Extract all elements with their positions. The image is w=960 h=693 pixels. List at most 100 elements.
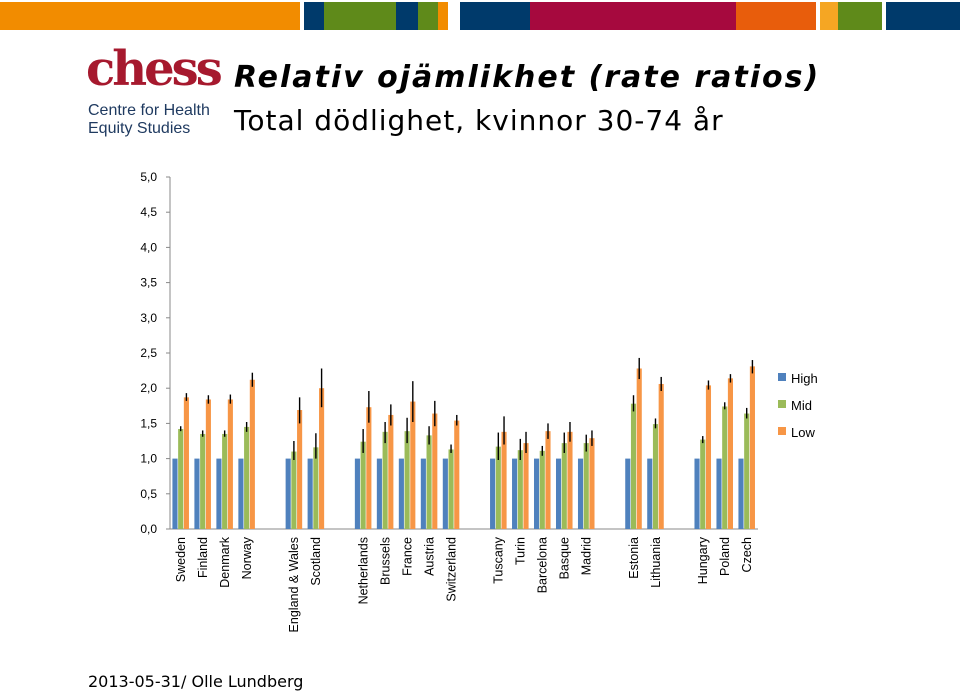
bar-high xyxy=(647,458,653,529)
bar-high xyxy=(738,458,744,529)
bar-high xyxy=(307,458,313,529)
logo-subtitle-line-1: Centre for Health xyxy=(88,102,210,119)
category-label: Lithuania xyxy=(649,537,663,588)
bar-mid xyxy=(448,449,454,529)
bar-low xyxy=(366,407,372,529)
y-tick-label: 3,5 xyxy=(140,276,157,290)
top-bar-segment xyxy=(396,2,418,30)
bar-mid xyxy=(382,431,388,529)
bar-mid xyxy=(744,413,750,529)
bar-high xyxy=(490,458,496,529)
footer: 2013-05-31/ Olle Lundberg xyxy=(88,672,303,691)
category-label: Barcelona xyxy=(536,537,550,593)
bar-high xyxy=(238,458,244,529)
category-label: Scotland xyxy=(309,537,323,586)
top-bar-segment xyxy=(438,2,448,30)
bar-high xyxy=(376,458,382,529)
category-label: England & Wales xyxy=(287,537,301,632)
bar-mid xyxy=(630,403,637,529)
bar-high xyxy=(172,458,178,529)
legend-label-high: High xyxy=(791,371,818,386)
bar-low xyxy=(297,410,303,529)
y-tick-label: 0,0 xyxy=(140,522,157,536)
legend-label-mid: Mid xyxy=(791,398,812,413)
bar-mid xyxy=(291,451,297,529)
footer-date: 2013-05-31 xyxy=(88,672,181,691)
bar-low xyxy=(567,431,573,529)
bar-mid xyxy=(652,424,659,529)
bar-low xyxy=(749,366,755,529)
bar-low xyxy=(388,414,394,529)
bar-mid xyxy=(583,443,589,529)
bar-low xyxy=(432,413,438,529)
bar-high xyxy=(442,458,448,529)
y-tick-label: 2,5 xyxy=(140,346,157,360)
category-label: Sweden xyxy=(174,537,188,582)
slide-title: Relativ ojämlikhet (rate ratios) xyxy=(234,60,821,95)
bar-mid xyxy=(539,450,545,529)
bar-mid xyxy=(722,406,728,529)
y-tick-label: 2,0 xyxy=(140,381,157,395)
top-bar-segment xyxy=(838,2,882,30)
bar-high xyxy=(354,458,360,529)
bar-mid xyxy=(244,426,250,529)
category-label: Finland xyxy=(196,537,210,578)
bar-mid xyxy=(426,435,432,529)
bar-high xyxy=(625,458,631,529)
bar-low xyxy=(183,397,189,529)
bar-low xyxy=(636,368,642,529)
top-bar-segment xyxy=(304,2,324,30)
bar-low xyxy=(727,378,734,529)
bar-low xyxy=(501,431,507,529)
y-tick-label: 0,5 xyxy=(140,487,157,501)
category-label: Switzerland xyxy=(444,537,458,602)
bar-mid xyxy=(517,450,523,529)
category-label: Denmark xyxy=(218,536,232,587)
top-bar-segment xyxy=(460,2,530,30)
bar-high xyxy=(216,458,222,529)
bar-low xyxy=(410,401,416,529)
legend-swatch-mid xyxy=(778,400,786,408)
bar-low xyxy=(589,438,595,529)
category-label: Estonia xyxy=(627,537,641,579)
bar-high xyxy=(694,458,700,529)
bar-mid xyxy=(495,446,501,529)
category-label: France xyxy=(400,537,414,576)
top-bar-segment xyxy=(736,2,816,30)
bar-low xyxy=(227,399,233,529)
bar-high xyxy=(512,458,518,529)
bar-low xyxy=(658,383,664,529)
y-tick-label: 3,0 xyxy=(140,311,157,325)
category-label: Basque xyxy=(558,537,572,579)
y-tick-label: 1,0 xyxy=(140,452,157,466)
bar-low xyxy=(249,379,255,529)
category-label: Brussels xyxy=(378,537,392,585)
category-label: Czech xyxy=(740,537,754,572)
top-color-bar xyxy=(0,0,960,32)
y-tick-label: 1,5 xyxy=(140,416,157,430)
y-tick-label: 4,5 xyxy=(140,205,157,219)
bar-high xyxy=(285,458,291,529)
top-bar-segment xyxy=(0,2,300,30)
category-label: Austria xyxy=(422,537,436,576)
bar-mid xyxy=(313,447,319,529)
bar-high xyxy=(577,458,584,529)
bar-low xyxy=(454,420,460,529)
footer-author: Olle Lundberg xyxy=(191,672,304,691)
bar-high xyxy=(194,458,200,529)
bar-mid xyxy=(200,433,206,529)
bar-high xyxy=(398,458,404,529)
bar-low xyxy=(545,431,551,529)
bar-high xyxy=(534,458,540,529)
legend-swatch-low xyxy=(778,427,786,435)
category-label: Hungary xyxy=(696,536,710,584)
top-bar-segment xyxy=(530,2,736,30)
bar-mid xyxy=(222,433,228,529)
bar-high xyxy=(420,458,426,529)
legend-label-low: Low xyxy=(791,425,815,440)
bar-high xyxy=(555,458,562,529)
bar-low xyxy=(205,399,211,529)
top-bar-segment xyxy=(324,2,396,30)
bar-low xyxy=(523,443,529,529)
